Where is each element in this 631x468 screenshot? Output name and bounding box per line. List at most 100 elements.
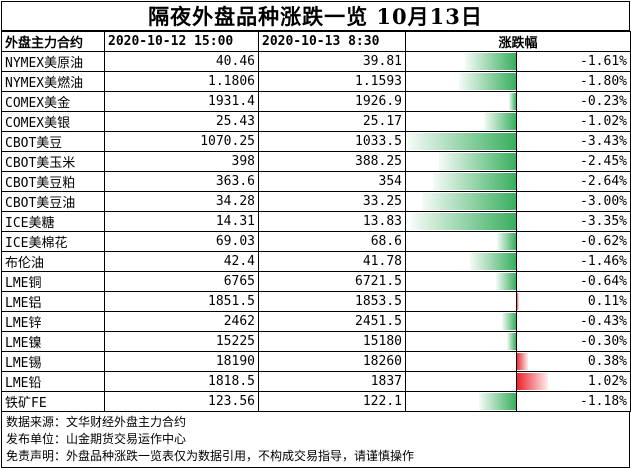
change-bar-negative (478, 393, 516, 410)
table-row: 铁矿FE 123.56 122.1 -1.18% (1, 391, 631, 412)
change-axis (516, 92, 517, 111)
change-cell: 0.38% (405, 351, 631, 372)
price-date1: 34.28 (104, 191, 259, 212)
price-date2: 1033.5 (258, 131, 406, 152)
table-row: ICE美糖 14.31 13.83 -3.35% (1, 211, 631, 232)
note-disclaimer: 免责声明：外盘品种涨跌一览表仅为数据引用，不构成交易指导，请谨慎操作 (6, 449, 415, 463)
change-percent: -3.35% (580, 214, 627, 229)
change-axis (516, 312, 517, 331)
note-publisher: 发布单位：山金期货交易运作中心 (6, 432, 187, 446)
change-percent: -1.61% (580, 54, 627, 69)
header-date2: 2020-10-13 8:30 (258, 31, 406, 52)
change-percent: 0.38% (587, 354, 627, 369)
change-bar-negative (470, 253, 516, 270)
change-percent: 0.11% (587, 294, 627, 309)
header-row: 外盘主力合约 2020-10-12 15:00 2020-10-13 8:30 … (1, 31, 631, 52)
table-row: 布伦油 42.4 41.78 -1.46% (1, 251, 631, 272)
table-row: LME铜 6765 6721.5 -0.64% (1, 271, 631, 292)
table-row: CBOT美豆油 34.28 33.25 -3.00% (1, 191, 631, 212)
change-cell: 1.02% (405, 371, 631, 392)
change-bar-negative (439, 153, 516, 170)
price-date1: 363.6 (104, 171, 259, 192)
header-date1: 2020-10-12 15:00 (104, 31, 259, 52)
change-bar-positive (516, 353, 528, 370)
change-bar-positive (516, 373, 549, 390)
price-date2: 1926.9 (258, 91, 406, 112)
price-date2: 1853.5 (258, 291, 406, 312)
price-date1: 1818.5 (104, 371, 259, 392)
price-table: 外盘主力合约 2020-10-12 15:00 2020-10-13 8:30 … (1, 31, 631, 412)
change-percent: -0.62% (580, 234, 627, 249)
price-date2: 33.25 (258, 191, 406, 212)
change-percent: -0.23% (580, 94, 627, 109)
contract-name: LME锌 (1, 311, 105, 332)
change-cell: -1.80% (405, 71, 631, 92)
price-date2: 15180 (258, 331, 406, 352)
contract-name: COMEX美银 (1, 111, 105, 132)
price-date1: 2462 (104, 311, 259, 332)
change-bar-negative (508, 93, 516, 110)
change-bar-negative (433, 173, 516, 190)
table-row: ICE美棉花 69.03 68.6 -0.62% (1, 231, 631, 252)
table-row: CBOT美豆 1070.25 1033.5 -3.43% (1, 131, 631, 152)
change-bar-positive (516, 293, 520, 310)
change-bar-negative (408, 133, 516, 150)
change-axis (516, 372, 517, 391)
change-cell: -0.64% (405, 271, 631, 292)
change-cell: -1.46% (405, 251, 631, 272)
change-percent: -2.64% (580, 174, 627, 189)
contract-name: ICE美棉花 (1, 231, 105, 252)
change-axis (516, 232, 517, 251)
change-cell: -0.62% (405, 231, 631, 252)
price-date1: 1931.4 (104, 91, 259, 112)
price-date2: 68.6 (258, 231, 406, 252)
price-date1: 398 (104, 151, 259, 172)
table-row: LME铅 1818.5 1837 1.02% (1, 371, 631, 392)
table-row: CBOT美玉米 398 388.25 -2.45% (1, 151, 631, 172)
change-percent: 1.02% (587, 374, 627, 389)
change-axis (516, 272, 517, 291)
change-cell: -3.35% (405, 211, 631, 232)
contract-name: LME铅 (1, 371, 105, 392)
contract-name: LME锡 (1, 351, 105, 372)
price-date2: 13.83 (258, 211, 406, 232)
change-axis (516, 212, 517, 231)
contract-name: NYMEX美燃油 (1, 71, 105, 92)
price-date2: 1837 (258, 371, 406, 392)
table-row: CBOT美豆粕 363.6 354 -2.64% (1, 171, 631, 192)
contract-name: CBOT美玉米 (1, 151, 105, 172)
change-bar-negative (465, 53, 516, 70)
change-axis (516, 192, 517, 211)
change-cell: -0.30% (405, 331, 631, 352)
change-axis (516, 332, 517, 351)
change-bar-negative (421, 193, 516, 210)
contract-name: CBOT美豆油 (1, 191, 105, 212)
change-axis (516, 132, 517, 151)
price-date1: 14.31 (104, 211, 259, 232)
header-contract: 外盘主力合约 (1, 31, 105, 52)
contract-name: CBOT美豆 (1, 131, 105, 152)
change-percent: -3.43% (580, 134, 627, 149)
price-date2: 354 (258, 171, 406, 192)
change-percent: -3.00% (580, 194, 627, 209)
change-axis (516, 172, 517, 191)
change-axis (516, 72, 517, 91)
table-row: LME镍 15225 15180 -0.30% (1, 331, 631, 352)
price-date1: 1851.5 (104, 291, 259, 312)
price-date1: 42.4 (104, 251, 259, 272)
change-bar-negative (496, 233, 516, 250)
change-bar-negative (410, 213, 516, 230)
change-axis (516, 392, 517, 411)
table-row: LME锌 2462 2451.5 -0.43% (1, 311, 631, 332)
change-percent: -1.80% (580, 74, 627, 89)
contract-name: 铁矿FE (1, 391, 105, 412)
change-bar-negative (506, 333, 516, 350)
change-axis (516, 152, 517, 171)
change-percent: -0.64% (580, 274, 627, 289)
price-date1: 1070.25 (104, 131, 259, 152)
change-percent: -0.30% (580, 334, 627, 349)
change-bar-negative (495, 273, 516, 290)
table-row: NYMEX美原油 40.46 39.81 -1.61% (1, 51, 631, 72)
change-percent: -2.45% (580, 154, 627, 169)
